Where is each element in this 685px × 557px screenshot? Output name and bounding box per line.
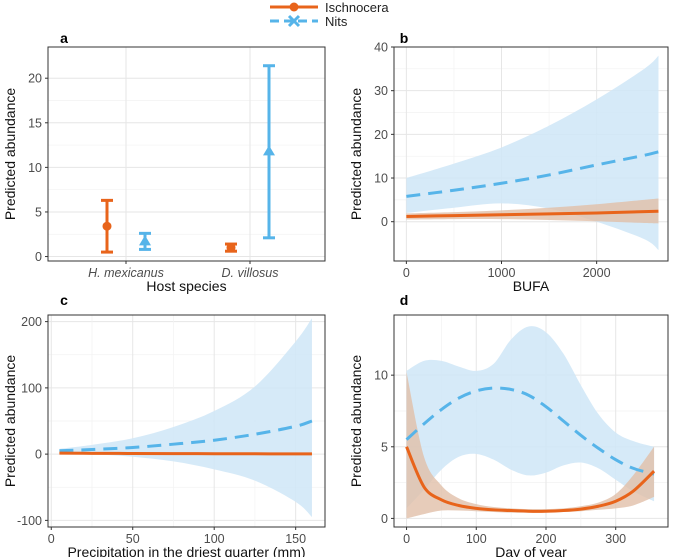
tick-labels: 0 10 20 30 40 0 1000 2000: [374, 41, 611, 281]
y-tick-label: 40: [374, 41, 388, 55]
ci-band-nits: [406, 326, 655, 509]
y-tick-label: 0: [35, 448, 42, 462]
y-tick-label: -100: [17, 514, 42, 528]
x-tick-label: 1000: [488, 266, 516, 280]
y-tick-label: 200: [21, 315, 42, 329]
y-axis-title: Predicted abundance: [2, 355, 18, 488]
series-line-nits: [59, 419, 313, 453]
y-tick-label: 5: [381, 440, 388, 454]
x-axis-title: BUFA: [513, 278, 550, 294]
y-tick-label: 10: [374, 369, 388, 383]
x-tick-label: 2000: [583, 266, 611, 280]
x-tick-label: 0: [403, 532, 410, 546]
y-tick-label: 100: [21, 381, 42, 395]
ci-band-overlap: [406, 372, 655, 519]
series-line-nits: [406, 150, 659, 198]
y-axis-title: Predicted abundance: [348, 355, 364, 488]
y-tick-label: 20: [374, 128, 388, 142]
x-tick-label: 50: [126, 532, 140, 546]
legend-entry-nits: Nits: [270, 14, 348, 29]
y-tick-label: 20: [28, 72, 42, 86]
x-tick-label: 300: [605, 532, 626, 546]
y-tick-label: 30: [374, 84, 388, 98]
errorbar-ischnocera-0: [101, 198, 113, 254]
legend-label: Nits: [325, 14, 348, 29]
ci-band-nits: [59, 318, 312, 518]
panel-label: b: [400, 30, 409, 46]
y-tick-label: 10: [28, 161, 42, 175]
plot-background: [48, 47, 325, 261]
y-tick-label: 0: [381, 215, 388, 229]
y-tick-label: 0: [35, 250, 42, 264]
series-line-ischnocera: [59, 451, 312, 456]
series-nits: [139, 64, 275, 251]
errorbar-ischnocera-1: [225, 242, 237, 253]
panel-label: d: [400, 292, 409, 308]
panel-b: 0 10 20 30 40 0 1000 2000 BUFA Predicted abundanc…: [348, 30, 669, 294]
plot-border: [393, 314, 669, 528]
y-axis-title: Predicted abundance: [2, 88, 18, 221]
errorbar-nits-1: [263, 64, 275, 240]
x-tick-label: 0: [48, 532, 55, 546]
tick-labels: -100 0 100 200 0 50 100 150: [17, 315, 306, 546]
legend-entry-ischnocera: Ischnocera: [270, 0, 389, 15]
gridlines: [48, 47, 325, 261]
x-axis-title: Day of year: [495, 544, 567, 557]
plot-area: [406, 55, 659, 251]
legend-label: Ischnocera: [325, 0, 389, 15]
plot-border: [47, 314, 326, 528]
ci-band-nits: [406, 55, 659, 251]
errorbar-nits-0: [139, 231, 151, 251]
plot-border: [393, 46, 669, 262]
x-tick-label: 0: [403, 266, 410, 280]
series-line-ischnocera: [406, 209, 659, 218]
plot-area: [59, 318, 313, 518]
series-line-nits: [405, 386, 655, 476]
x-tick-label: D. villosus: [222, 266, 279, 280]
ci-band-ischnocera: [406, 198, 659, 224]
ci-band-ischnocera: [406, 372, 655, 519]
plot-area: [405, 326, 656, 519]
series-ischnocera: [101, 198, 237, 254]
legend-marker-cross: [287, 14, 301, 28]
legend-marker-circle: [289, 2, 299, 12]
x-tick-label: 100: [466, 532, 487, 546]
point-triangle: [263, 145, 275, 156]
series-line-ischnocera: [405, 446, 656, 513]
x-axis-title: Host species: [146, 278, 226, 294]
x-axis-title: Precipitation in the driest quarter (mm): [67, 544, 305, 557]
y-tick-label: 5: [35, 205, 42, 219]
y-tick-label: 10: [374, 172, 388, 186]
panel-label: c: [60, 292, 68, 308]
x-tick-label: H. mexicanus: [88, 266, 164, 280]
point-triangle: [139, 235, 151, 246]
x-tick-label: 100: [204, 532, 225, 546]
plot-border: [47, 46, 326, 262]
x-tick-label: 200: [536, 532, 557, 546]
y-tick-label: 0: [381, 512, 388, 526]
ci-band-overlap: [406, 198, 659, 224]
tick-labels: 0 5 10 15 20 H. mexicanus D. villosus: [28, 72, 278, 280]
y-axis-title: Predicted abundance: [348, 88, 364, 221]
point-circle: [226, 243, 236, 253]
y-tick-label: 15: [28, 116, 42, 130]
point-circle: [102, 221, 112, 231]
x-tick-label: 150: [285, 532, 306, 546]
panel-label: a: [60, 30, 68, 46]
